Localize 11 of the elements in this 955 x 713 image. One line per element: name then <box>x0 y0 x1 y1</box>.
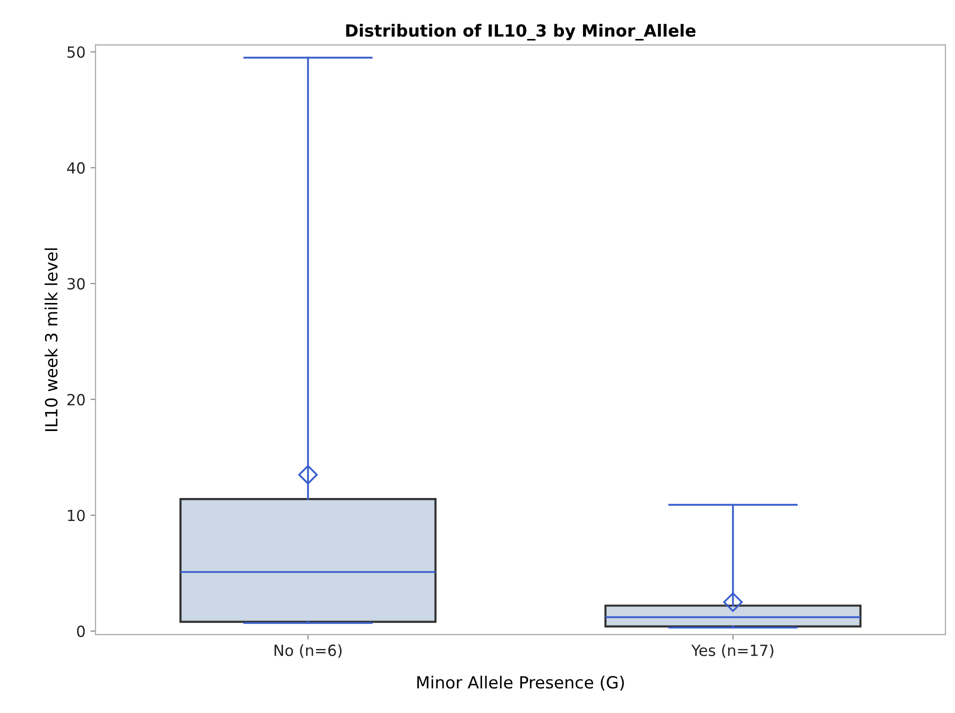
x-axis-title: Minor Allele Presence (G) <box>417 676 624 691</box>
x-tick-label: Yes (n=17) <box>691 644 774 658</box>
x-tick-label: No (n=6) <box>274 644 342 658</box>
chart-title: Distribution of IL10_3 by Minor_Allele <box>346 24 696 41</box>
y-tick-label: 40 <box>67 162 85 174</box>
y-tick-label: 0 <box>77 626 85 638</box>
y-tick-label: 50 <box>68 46 85 58</box>
y-tick-label: 20 <box>67 394 85 406</box>
y-tick-label: 10 <box>68 510 85 522</box>
y-axis-title: IL10 week 3 milk level <box>44 248 58 431</box>
y-tick-label: 30 <box>68 278 85 290</box>
